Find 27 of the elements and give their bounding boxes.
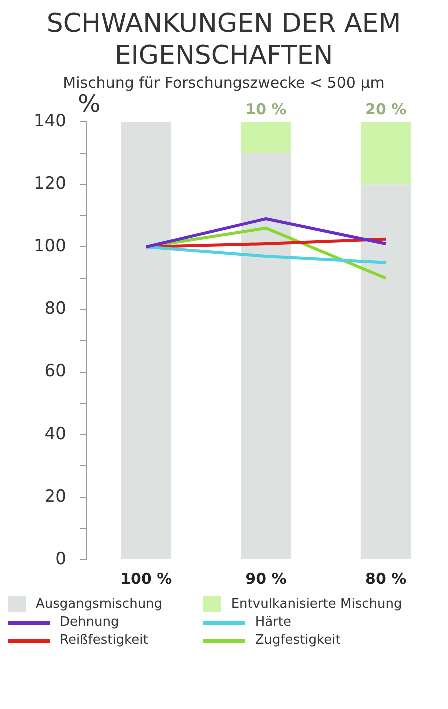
- data-label: 10 %: [246, 100, 287, 118]
- chart-title: SCHWANKUNGEN DER AEM EIGENSCHAFTEN: [46, 8, 402, 72]
- bar: [360, 122, 412, 185]
- y-tick-label: 40: [44, 424, 66, 444]
- legend-label: Dehnung: [60, 615, 120, 630]
- x-tick-label: 100 %: [120, 570, 172, 588]
- bar: [241, 153, 292, 560]
- x-tick-label: 90 %: [246, 570, 287, 588]
- legend-label: Härte: [255, 615, 292, 630]
- legend-label: Entvulkanisierte Mischung: [231, 596, 402, 612]
- legend-label: Ausgangsmischung: [36, 596, 163, 612]
- y-tick-label: 120: [34, 174, 66, 194]
- y-tick-label: 100: [34, 236, 66, 257]
- legend-label: Zugfestigkeit: [255, 633, 341, 648]
- bar: [360, 184, 412, 560]
- bar: [241, 122, 292, 154]
- chart-subtitle: Mischung für Forschungszwecke < 500 µm: [62, 74, 386, 92]
- bar: [121, 122, 172, 560]
- y-tick-label: 140: [34, 111, 66, 132]
- y-tick-label: 20: [44, 486, 66, 507]
- y-tick-label: 60: [44, 362, 66, 382]
- y-tick-label: 0: [56, 549, 66, 570]
- y-axis-title: %: [78, 90, 101, 118]
- legend-label: Reißfestigkeit: [60, 633, 148, 648]
- x-tick-label: 80 %: [366, 570, 407, 588]
- data-label: 20 %: [366, 100, 407, 118]
- y-tick-label: 80: [44, 299, 66, 320]
